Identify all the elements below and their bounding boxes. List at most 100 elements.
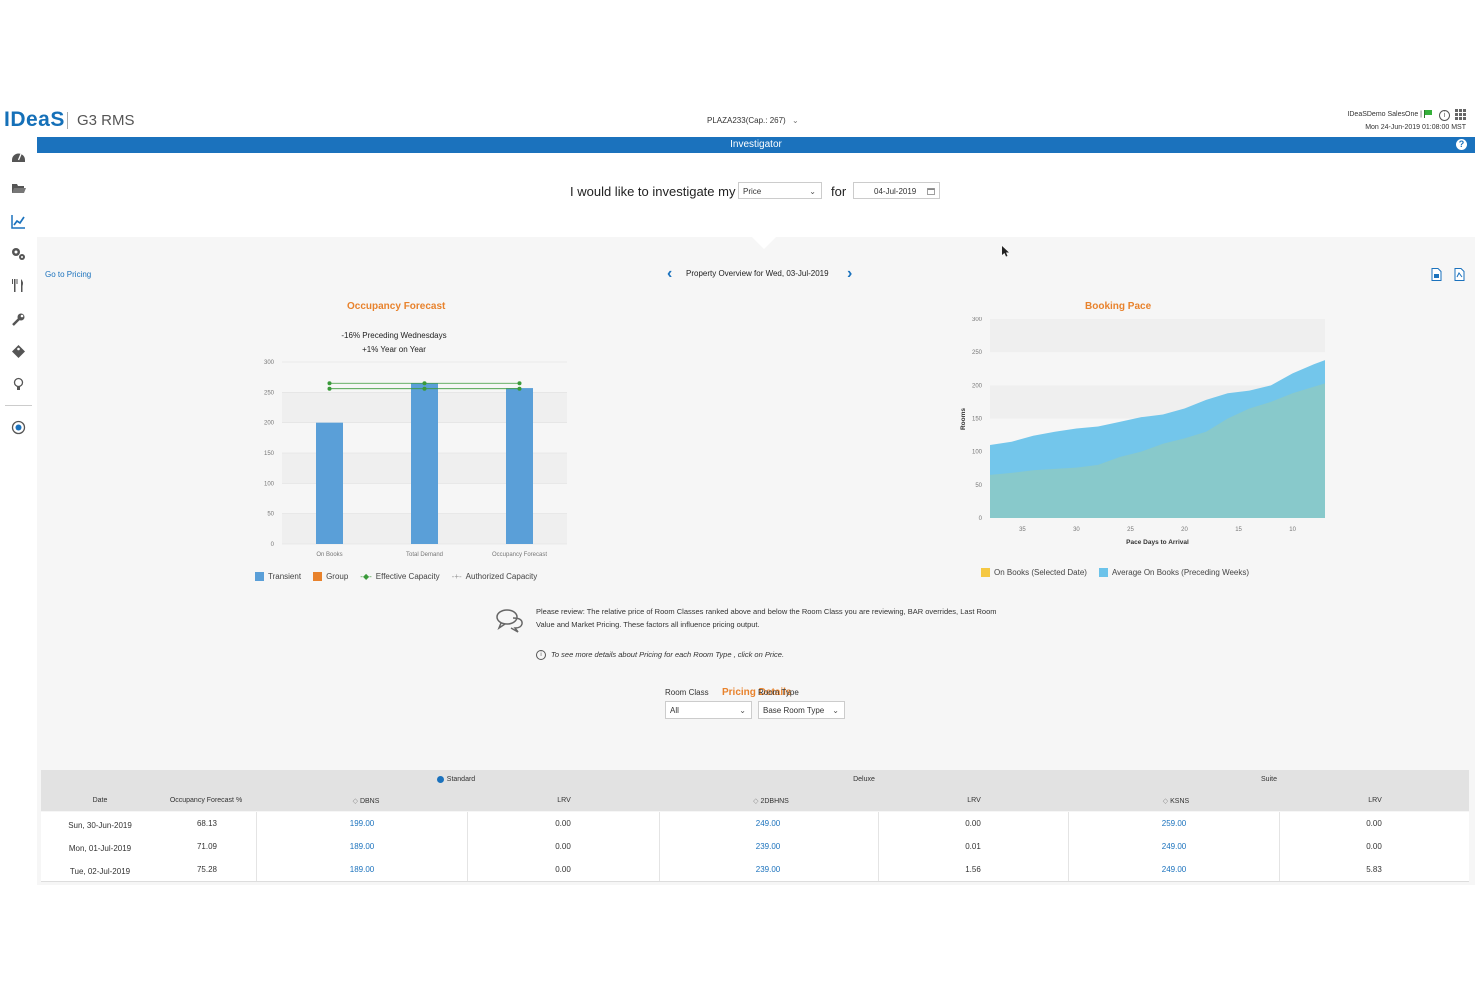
flag-icon[interactable] — [1424, 110, 1432, 118]
y-axis-label: Rooms — [960, 408, 967, 430]
column-header-dbns[interactable]: ◇ DBNS — [331, 797, 401, 805]
diamond-icon: ◇ — [753, 798, 761, 805]
cell-occupancy-forecast: 68.13 — [196, 819, 218, 828]
cell-price-2dbhns[interactable]: 249.00 — [755, 819, 781, 828]
column-header-date[interactable]: Date — [92, 797, 108, 804]
x-tick-label: 25 — [1127, 527, 1134, 533]
y-tick-label: 50 — [975, 483, 982, 489]
pdf-export-icon[interactable] — [1454, 268, 1465, 281]
room-class-select[interactable]: All ⌄ — [665, 701, 752, 719]
y-tick-label: 250 — [972, 350, 983, 356]
column-divider — [878, 835, 879, 858]
cell-price-ksns[interactable]: 249.00 — [1161, 842, 1187, 851]
cell-occupancy-forecast: 75.28 — [196, 865, 218, 874]
ideas-logo[interactable]: IDeaS — [4, 108, 65, 131]
x-tick-label: 20 — [1181, 527, 1188, 533]
column-header-2dbhns[interactable]: ◇ 2DBHNS — [731, 797, 811, 805]
system-datetime: Mon 24-Jun-2019 01:08:00 MST — [1365, 124, 1466, 131]
column-divider — [256, 858, 257, 881]
booking-pace-legend: On Books (Selected Date) Average On Book… — [981, 568, 1249, 577]
cell-price-dbns[interactable]: 189.00 — [349, 842, 375, 851]
column-header-lrv-deluxe[interactable]: LRV — [967, 797, 981, 804]
next-day-button[interactable]: › — [847, 265, 853, 282]
legend-marker-effective-capacity: -◆- — [360, 572, 372, 581]
column-header-lrv-suite[interactable]: LRV — [1368, 797, 1382, 804]
cell-lrv-deluxe: 1.56 — [965, 865, 981, 874]
x-tick-label: 10 — [1289, 527, 1296, 533]
cell-lrv-standard: 0.00 — [555, 819, 571, 828]
room-type-select[interactable]: Base Room Type ⌄ — [758, 701, 845, 719]
legend-label-authorized-capacity: Authorized Capacity — [465, 572, 538, 581]
group-header-suite: Suite — [1261, 776, 1277, 783]
wrench-icon[interactable] — [11, 312, 26, 327]
folder-icon[interactable] — [11, 181, 26, 196]
occupancy-forecast-chart: 300 250 200 150 100 50 0 On Books Total Demand Oc… — [264, 360, 567, 558]
excel-export-icon[interactable] — [1431, 268, 1442, 281]
go-to-pricing-link[interactable]: Go to Pricing — [45, 270, 92, 279]
column-divider — [659, 858, 660, 881]
pricing-details-title: Pricing Details — [722, 687, 792, 698]
x-tick-label: Total Demand — [406, 552, 443, 558]
y-tick-label: 200 — [264, 421, 275, 427]
dining-icon[interactable] — [11, 278, 26, 293]
metric-select[interactable]: Price ⌄ — [738, 182, 822, 199]
column-divider — [256, 812, 257, 835]
cell-lrv-suite: 5.83 — [1366, 865, 1382, 874]
top-bar: IDeaS G3 RMS PLAZA233(Cap.: 267) ⌄ IDeaS… — [0, 102, 1480, 137]
cell-price-dbns[interactable]: 189.00 — [349, 865, 375, 874]
cell-price-2dbhns[interactable]: 239.00 — [755, 865, 781, 874]
column-header-ksns[interactable]: ◇ KSNS — [1141, 797, 1211, 805]
legend-swatch-transient — [255, 572, 264, 581]
tag-icon[interactable] — [11, 344, 26, 359]
column-divider — [1279, 835, 1280, 858]
cell-price-2dbhns[interactable]: 239.00 — [755, 842, 781, 851]
help-icon[interactable]: ? — [1456, 139, 1467, 150]
comments-icon — [496, 609, 523, 633]
point-authorized-capacity — [422, 381, 427, 386]
globe-icon[interactable] — [11, 420, 26, 435]
cell-price-ksns[interactable]: 249.00 — [1161, 865, 1187, 874]
column-divider — [1279, 858, 1280, 881]
app-grid-icon[interactable] — [1455, 109, 1466, 120]
column-header-occupancy-forecast[interactable]: Occupancy Forecast % — [169, 797, 243, 804]
cell-price-dbns[interactable]: 199.00 — [349, 819, 375, 828]
y-tick-label: 0 — [979, 516, 983, 522]
user-name[interactable]: IDeaSDemo SalesOne | — [1347, 111, 1422, 118]
bar-transient — [506, 388, 533, 544]
legend-label-effective-capacity: Effective Capacity — [375, 572, 440, 581]
previous-day-button[interactable]: ‹ — [667, 265, 673, 282]
cell-lrv-standard: 0.00 — [555, 842, 571, 851]
column-divider — [659, 812, 660, 835]
left-sidebar — [0, 137, 38, 885]
column-divider — [659, 835, 660, 858]
app-window: IDeaS G3 RMS PLAZA233(Cap.: 267) ⌄ IDeaS… — [0, 102, 1480, 885]
cell-price-ksns[interactable]: 259.00 — [1161, 819, 1187, 828]
info-icon[interactable]: i — [1439, 110, 1450, 121]
pricing-review-note: Please review: The relative price of Roo… — [536, 607, 997, 629]
column-divider — [467, 812, 468, 835]
property-selector[interactable]: PLAZA233(Cap.: 267) ⌄ — [707, 116, 799, 125]
booking-pace-chart: 300 250 200 150 100 50 0 35 30 25 20 15 10 Pace Days … — [960, 317, 1325, 546]
settings-gears-icon[interactable] — [11, 246, 26, 261]
investigate-query: I would like to investigate my Price ⌄ f… — [37, 153, 1475, 237]
date-input-value: 04-Jul-2019 — [874, 187, 917, 196]
chart-line-icon[interactable] — [11, 214, 26, 229]
property-overview-title: Property Overview for Wed, 03-Jul-2019 — [686, 269, 829, 278]
lightbulb-icon[interactable] — [11, 377, 26, 392]
area-on-books — [990, 383, 1325, 518]
x-tick-label: 15 — [1235, 527, 1242, 533]
dashboard-icon[interactable] — [11, 149, 26, 164]
calendar-icon[interactable] — [927, 187, 935, 195]
room-class-value: All — [670, 706, 679, 715]
cell-lrv-suite: 0.00 — [1366, 819, 1382, 828]
column-header-lrv-standard[interactable]: LRV — [557, 797, 571, 804]
y-tick-label: 100 — [972, 450, 983, 456]
x-tick-label: Occupancy Forecast — [492, 552, 547, 558]
pricing-tip: To see more details about Pricing for ea… — [551, 650, 785, 659]
date-input[interactable]: 04-Jul-2019 — [853, 182, 940, 199]
legend-swatch-group — [313, 572, 323, 581]
cell-date: Sun, 30-Jun-2019 — [68, 821, 132, 830]
info-icon: i — [536, 650, 546, 660]
cell-date: Tue, 02-Jul-2019 — [69, 867, 131, 876]
mouse-cursor-icon — [1002, 246, 1009, 257]
